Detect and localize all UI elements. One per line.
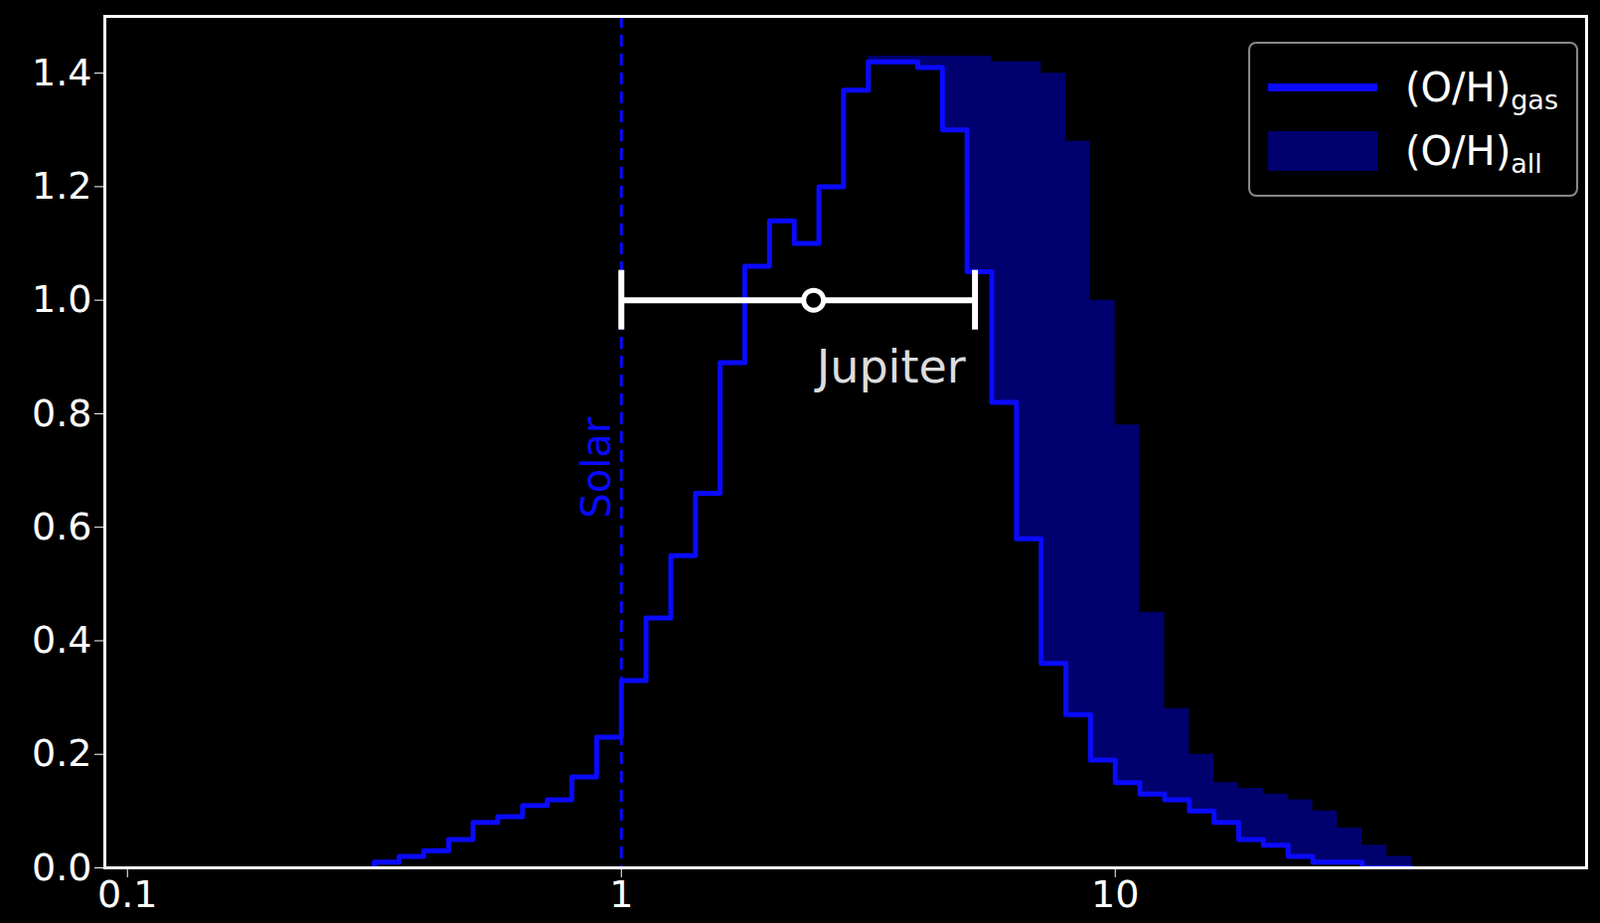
- html-text:(O/H)all: (O/H)all: [1405, 128, 1543, 179]
- svg-text:0.0: 0.0: [31, 845, 92, 890]
- svg-text:10: 10: [1091, 872, 1139, 917]
- svg-text:0.4: 0.4: [31, 618, 92, 662]
- svg-text:0.2: 0.2: [31, 731, 92, 776]
- svg-text:0.8: 0.8: [31, 391, 92, 436]
- svg-text:1.4: 1.4: [31, 50, 92, 95]
- svg-text:1.0: 1.0: [31, 277, 92, 321]
- svg-text:Jupiter: Jupiter: [813, 339, 966, 394]
- svg-text:0.1: 0.1: [97, 872, 158, 917]
- svg-text:1: 1: [609, 872, 634, 917]
- svg-text:1.2: 1.2: [31, 163, 92, 208]
- svg-text:0.6: 0.6: [31, 504, 92, 549]
- html-text:(O/H)gas: (O/H)gas: [1405, 64, 1559, 115]
- svg-text:Solar: Solar: [573, 416, 620, 518]
